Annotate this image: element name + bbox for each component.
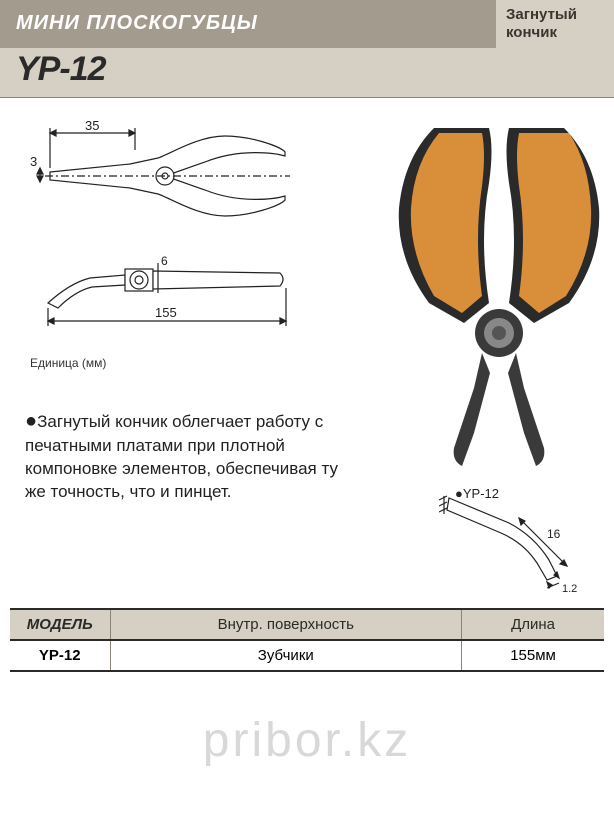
cell-model: YP-12 [10, 640, 110, 671]
top-view-diagram: 35 3 [30, 118, 290, 238]
unit-label: Единица (мм) [30, 356, 106, 370]
content-area: 35 3 6 [0, 98, 614, 608]
description-text: Загнутый кончик облегчает работу с печат… [25, 412, 338, 501]
dim-6: 6 [161, 254, 168, 268]
bullet-icon: ● [25, 410, 37, 432]
dim-3: 3 [30, 154, 37, 169]
table-row: YP-12 Зубчики 155мм [10, 640, 604, 671]
dim-35: 35 [85, 118, 99, 133]
dim-155: 155 [155, 305, 177, 320]
page-header: МИНИ ПЛОСКОГУБЦЫ Загнутый кончик [0, 0, 614, 48]
product-description: ●Загнутый кончик облегчает работу с печа… [25, 408, 355, 504]
cell-inner-surface: Зубчики [110, 640, 462, 671]
col-length: Длина [462, 609, 604, 640]
product-photo [334, 128, 614, 468]
side-view-diagram: 6 155 [30, 253, 290, 338]
dim-1-2: 1.2 [562, 583, 577, 593]
spec-table: МОДЕЛЬ Внутр. поверхность Длина YP-12 Зу… [10, 608, 604, 672]
table-header-row: МОДЕЛЬ Внутр. поверхность Длина [10, 609, 604, 640]
col-model: МОДЕЛЬ [10, 609, 110, 640]
tip-detail-diagram: 16 1.2 [439, 488, 584, 593]
dim-16: 16 [547, 527, 561, 541]
model-row: YP-12 [0, 48, 614, 98]
category-title: МИНИ ПЛОСКОГУБЦЫ [0, 0, 496, 48]
variant-subtitle: Загнутый кончик [496, 0, 614, 48]
watermark: pribor.kz [203, 713, 411, 768]
model-id: YP-12 [16, 50, 106, 89]
cell-length: 155мм [462, 640, 604, 671]
col-inner-surface: Внутр. поверхность [110, 609, 462, 640]
